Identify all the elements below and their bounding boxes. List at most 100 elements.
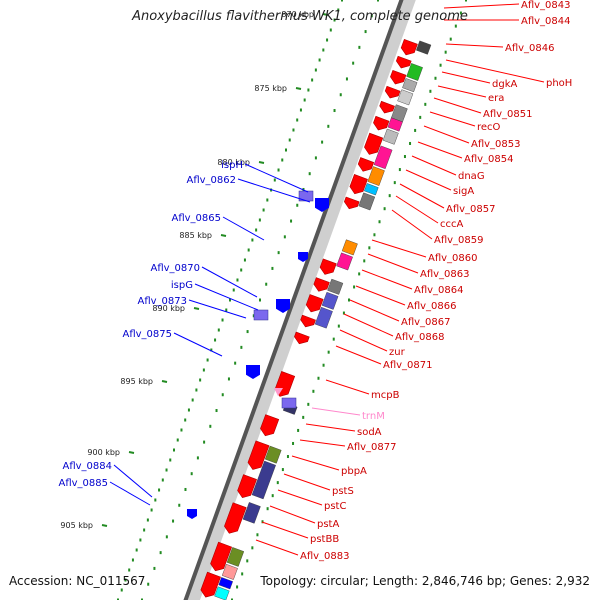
kbp-tick-labels: 870 kbp 875 kbp 880 kbp 885 kbp 890 kbp 895 k… [60, 10, 329, 530]
tick-dot [221, 318, 224, 322]
tick-dot [240, 345, 243, 349]
label-leader [429, 111, 476, 127]
tick-dot [251, 238, 254, 242]
label-leader [201, 266, 258, 298]
feature-block [242, 502, 261, 524]
feature-block [218, 577, 233, 590]
tick-dot [172, 519, 175, 523]
gene-arrow [357, 157, 375, 172]
gene-label: pstA [317, 519, 339, 530]
label-leader [291, 455, 340, 471]
gene-label: Aflv_0853 [471, 139, 521, 150]
tick-dot [403, 155, 406, 159]
gene-label: dgkA [492, 79, 517, 90]
gene-label: ispH [221, 160, 243, 171]
tick-dot [234, 361, 237, 365]
label-leader [443, 3, 520, 9]
label-leader [261, 521, 309, 539]
gene-arrow [319, 258, 337, 275]
label-leader [441, 71, 491, 84]
reverse-gene-arrow [315, 198, 329, 212]
gene-label: Aflv_0883 [300, 551, 350, 562]
tick-dot [454, 24, 457, 28]
tick-dot [342, 311, 345, 315]
gene-arrow [210, 541, 233, 572]
kbp-tick-mark [220, 234, 227, 237]
tick-dot [135, 548, 138, 552]
gene-label: Aflv_0863 [420, 269, 470, 280]
kbp-tick-label: 890 kbp [152, 304, 185, 313]
feature-block [367, 166, 385, 186]
trna-mark [274, 388, 283, 396]
feature-block [321, 291, 339, 310]
gene-arrow [400, 38, 418, 56]
kbp-tick-mark [128, 451, 135, 454]
tick-dot [296, 203, 299, 207]
gene-label: Aflv_0859 [434, 235, 484, 246]
tick-dot [271, 266, 274, 270]
feature-block [416, 40, 432, 55]
feature-block [402, 78, 418, 93]
inner-tick-row [231, 0, 467, 602]
feature-block [251, 460, 276, 500]
tick-dot [339, 93, 342, 97]
tick-dot [314, 156, 317, 160]
gene-arrow [237, 474, 257, 499]
gene-label: Aflv_0864 [414, 285, 464, 296]
feature-block [226, 547, 245, 567]
feature-block [373, 145, 393, 170]
kbp-tick-mark [322, 13, 329, 16]
tick-dot [146, 518, 149, 522]
tick-dot [322, 48, 325, 52]
gene-arrow [390, 69, 407, 85]
feature-block [264, 445, 282, 464]
tick-dot [195, 388, 198, 392]
label-leader [411, 155, 457, 176]
tick-dot [184, 487, 187, 491]
gene-arrow [349, 174, 368, 195]
label-leader [244, 163, 309, 193]
gene-label: Aflv_0871 [383, 360, 433, 371]
label-leader [173, 332, 223, 357]
tick-dot [449, 37, 452, 41]
tick-dot [169, 458, 172, 462]
reverse-gene-block [253, 309, 269, 321]
tick-dot [165, 468, 168, 472]
feature-block [221, 563, 238, 580]
tick-dot [159, 551, 162, 555]
map-title: Anoxybacillus flavithermus WK1, complete… [132, 9, 468, 24]
tick-dot [176, 438, 179, 442]
tick-dot [326, 38, 329, 42]
kbp-tick-label: 905 kbp [60, 521, 93, 530]
tick-dot [333, 18, 336, 22]
reverse-genes [187, 190, 329, 519]
label-leader [355, 285, 406, 306]
feature-block [336, 252, 353, 271]
tick-dot [364, 30, 367, 34]
outer-tick-row [117, 0, 343, 602]
tick-dot [429, 89, 432, 93]
gene-arrow [294, 331, 310, 345]
tick-dot [297, 428, 300, 432]
gene-arrow [313, 277, 330, 292]
label-leader [113, 464, 153, 498]
tick-dot [465, 0, 467, 2]
right-labels: Aflv_0843 Aflv_0844 Aflv_0846 phoH dgkA era Af… [255, 0, 572, 562]
tick-dot [439, 63, 442, 67]
tick-dot [240, 268, 243, 272]
tick-dot [329, 28, 332, 32]
label-leader [311, 407, 361, 416]
tick-dot [333, 109, 336, 113]
label-leader [361, 269, 413, 290]
tick-dot [241, 572, 244, 576]
gene-arrow [200, 571, 221, 598]
feature-block [358, 192, 376, 211]
gene-arrow [373, 115, 390, 131]
kbp-tick-label: 895 kbp [120, 377, 153, 386]
feature-blocks [214, 40, 432, 601]
tick-dot [299, 108, 302, 112]
tick-dot [383, 207, 386, 211]
tick-dot [378, 220, 381, 224]
tick-dot [217, 328, 220, 332]
